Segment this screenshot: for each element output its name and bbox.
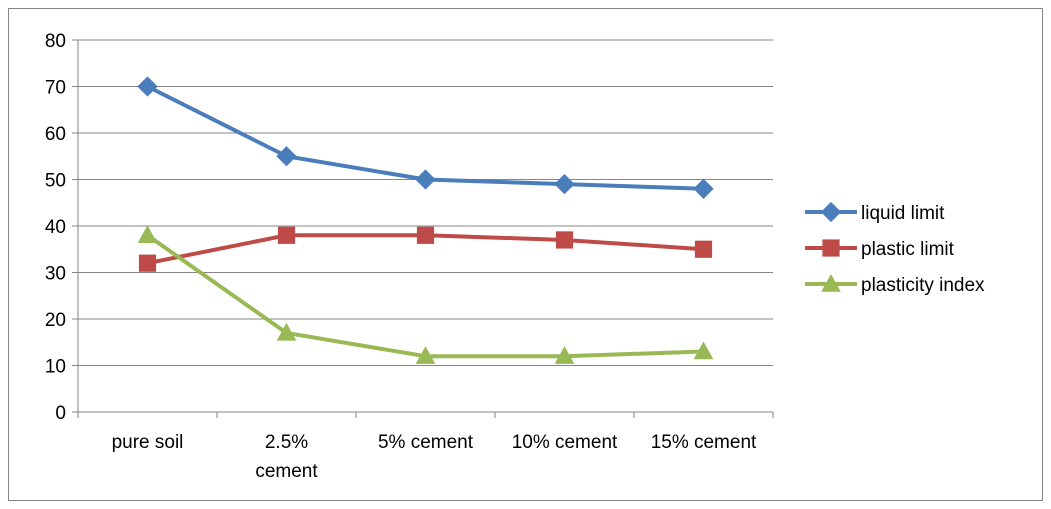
data-point-marker [137,76,158,97]
data-point-marker [415,346,436,364]
legend-label: plasticity index [861,275,985,296]
legend-item: plasticity index [805,273,985,296]
y-tick-label: 70 [45,78,66,99]
y-tick-label: 50 [45,171,66,192]
legend: liquid limit plastic limit plasticity inde… [805,201,985,296]
y-tick-label: 30 [45,264,66,285]
data-point-marker [415,169,436,190]
gridlines [78,39,773,366]
y-tick-label: 80 [45,31,66,52]
series-liquid-limit [137,76,714,199]
x-tick-label: 15% cement [651,432,757,453]
chart-frame [8,8,1043,501]
data-point-marker [138,254,157,272]
data-point-marker [555,231,574,249]
x-tick-label: 2.5% cement [255,432,318,482]
y-tick-label: 60 [45,124,66,145]
legend-item: plastic limit [805,239,955,260]
series-group [137,76,714,364]
data-point-marker [416,226,435,244]
data-point-marker [821,273,841,292]
y-tick-label: 20 [45,310,66,331]
data-point-marker [820,201,842,223]
legend-label: plastic limit [861,239,955,260]
axes [72,39,774,418]
series-line [146,233,704,359]
data-point-marker [693,341,714,360]
data-point-marker [137,225,158,243]
y-tick-label: 0 [55,403,66,424]
x-tick-label: pure soil [112,432,184,453]
data-point-marker [554,346,575,364]
data-point-marker [554,173,575,195]
series-plastic-limit [138,226,713,272]
y-tick-label: 10 [45,357,66,378]
legend-label: liquid limit [861,203,945,224]
legend-item: liquid limit [805,201,945,224]
data-point-marker [276,146,297,167]
x-tick-labels: pure soil 2.5% cement 5% cement 10% cement 15… [112,432,757,482]
data-point-marker [693,178,714,199]
data-point-marker [822,239,840,257]
y-tick-label: 40 [45,217,66,238]
data-point-marker [694,240,713,258]
data-point-marker [277,226,296,244]
x-tick-label: 5% cement [378,432,474,453]
series-plasticity-index [137,225,714,364]
x-tick-label: 10% cement [512,432,618,453]
y-tick-labels: 0 10 20 30 40 50 60 70 80 [45,31,66,424]
data-point-marker [276,322,297,341]
